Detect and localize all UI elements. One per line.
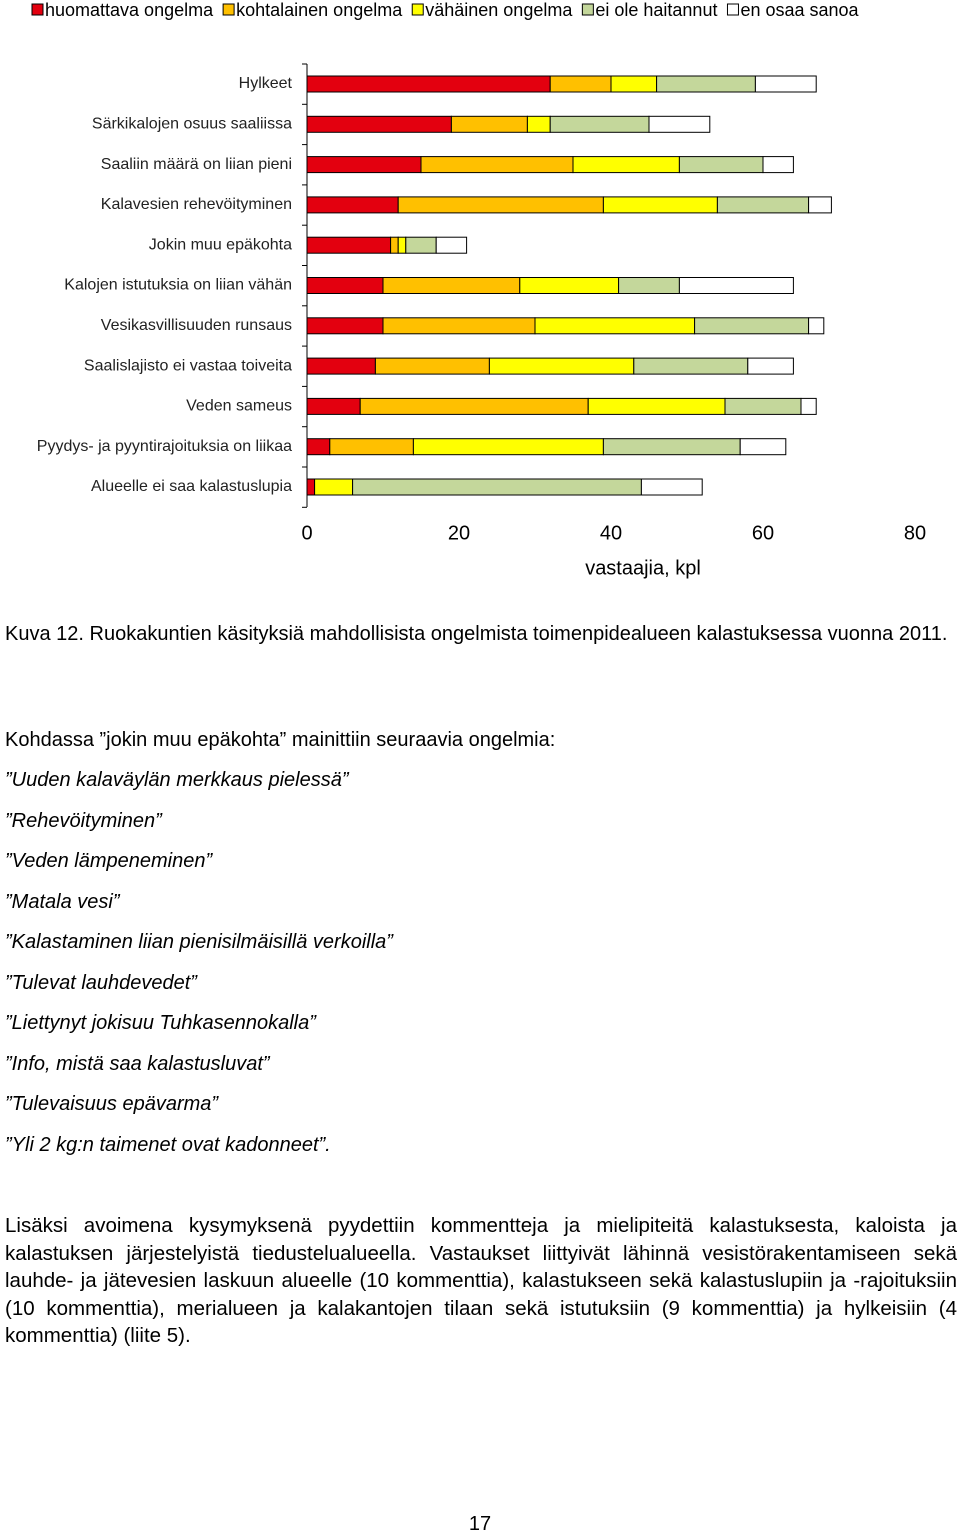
x-axis-title: vastaajia, kpl	[585, 557, 701, 579]
legend-swatch	[222, 3, 235, 16]
bar-segment	[359, 397, 589, 415]
legend-swatch	[726, 3, 739, 16]
x-tick-label: 40	[600, 522, 622, 544]
y-tick-label: Hylkeet	[239, 75, 293, 92]
legend-swatch	[581, 3, 594, 16]
bar-segment	[397, 236, 407, 254]
x-tick-label: 0	[301, 522, 312, 544]
bar-segment	[306, 236, 392, 254]
bar-segment	[678, 277, 794, 294]
bar-segment	[640, 478, 703, 496]
bar-segment	[306, 357, 376, 375]
y-tick-label: Alueelle ei saa kalastuslupia	[91, 478, 292, 495]
bar-segment	[397, 196, 604, 214]
y-tick-label: Kalavesien rehevöityminen	[101, 196, 292, 213]
bar-segment	[549, 75, 612, 93]
bar-segment	[519, 277, 620, 294]
bar-segment	[405, 236, 437, 254]
list-item: ”Tulevat lauhdevedet”	[5, 971, 197, 994]
legend-label: vähäinen ongelma	[425, 0, 573, 20]
page-number: 17	[468, 1513, 492, 1535]
bar-segment	[618, 277, 680, 294]
caption: Kuva 12. Ruokakuntien käsityksiä mahdoll…	[5, 623, 948, 645]
bar-segment	[306, 317, 384, 335]
bar-segment	[306, 438, 331, 456]
y-tick-label: Jokin muu epäkohta	[149, 236, 292, 253]
bar-segment	[587, 397, 726, 415]
bar-segment	[602, 438, 741, 456]
y-tick-label: Vesikasvillisuuden runsaus	[101, 317, 292, 334]
bar-segment	[306, 397, 361, 415]
x-tick-label: 80	[904, 522, 926, 544]
list-item: ”Tulevaisuus epävarma”	[5, 1093, 219, 1115]
bar-segment	[762, 156, 794, 174]
bar-segment	[382, 277, 521, 294]
list-item: ”Yli 2 kg:n taimenet ovat kadonneet”.	[5, 1133, 331, 1156]
bar-segment	[306, 156, 422, 174]
x-tick-label: 60	[752, 522, 774, 544]
bar-segment	[450, 115, 528, 133]
bar-segment	[602, 196, 718, 214]
bar-segment	[724, 397, 802, 415]
bar-segment	[306, 277, 384, 294]
x-tick-label: 20	[448, 522, 470, 544]
bar-segment	[488, 357, 635, 375]
legend-label: ei ole haitannut	[595, 0, 717, 20]
bar-segment	[572, 156, 680, 174]
legend-label: en osaa sanoa	[740, 0, 859, 20]
list-item: ”Rehevöityminen”	[5, 809, 162, 832]
bar-segment	[382, 317, 536, 335]
bar-segment	[656, 75, 756, 93]
y-tick-label: Särkikalojen osuus saaliissa	[92, 116, 292, 133]
legend-swatch	[411, 3, 424, 16]
bar-segment	[694, 317, 810, 335]
legend-swatch	[31, 3, 44, 16]
bar-segment	[306, 115, 452, 133]
list-item: ”Kalastaminen liian pienisilmäisillä ver…	[5, 931, 393, 953]
bar-segment	[610, 75, 658, 93]
bar-segment	[754, 75, 817, 93]
y-tick-label: Veden sameus	[186, 398, 292, 415]
bar-segment	[678, 156, 764, 174]
list-item: ”Info, mistä saa kalastusluvat”	[5, 1052, 270, 1075]
bar-segment	[420, 156, 574, 174]
bar-segment	[633, 357, 749, 375]
legend-label: kohtalainen ongelma	[236, 0, 403, 20]
bar-segment	[549, 115, 650, 133]
y-tick-label: Saaliin määrä on liian pieni	[101, 156, 292, 173]
bar-segment	[329, 438, 414, 456]
legend-label: huomattava ongelma	[45, 0, 214, 20]
bar-segment	[800, 397, 817, 415]
bar-segment	[435, 236, 468, 254]
paragraph: Lisäksi avoimena kysymyksenä pyydettiin …	[5, 1214, 957, 1347]
bar-segment	[739, 438, 787, 456]
list-item: ”Veden lämpeneminen”	[5, 850, 213, 872]
list-item: ”Matala vesi”	[5, 890, 120, 913]
bar-segment	[306, 478, 316, 496]
bar-segment	[808, 196, 832, 214]
list-item: ”Uuden kalaväylän merkkaus pielessä”	[5, 769, 349, 791]
bar-segment	[716, 196, 810, 214]
y-tick-label: Kalojen istutuksia on liian vähän	[64, 277, 292, 294]
chart: huomattava ongelma kohtalainen ongelma väh…	[31, 0, 926, 579]
bar-segment	[648, 115, 711, 133]
y-tick-label: Saalislajisto ei vastaa toiveita	[84, 357, 292, 374]
bar-segment	[314, 478, 354, 496]
bar-segment	[374, 357, 490, 375]
bar-segment	[412, 438, 604, 456]
bar-segment	[808, 317, 825, 335]
intro: Kohdassa ”jokin muu epäkohta” mainittiin…	[5, 729, 556, 751]
bar-segment	[306, 75, 551, 93]
bar-segment	[306, 196, 399, 214]
bar-segment	[747, 357, 794, 375]
list-item: ”Liettynyt jokisuu Tuhkasennokalla”	[5, 1012, 316, 1034]
y-tick-label: Pyydys- ja pyyntirajoituksia on liikaa	[37, 438, 292, 455]
bar-segment	[352, 478, 642, 496]
bar-segment	[534, 317, 696, 335]
bar-segment	[526, 115, 551, 133]
bar-segment	[390, 236, 399, 254]
